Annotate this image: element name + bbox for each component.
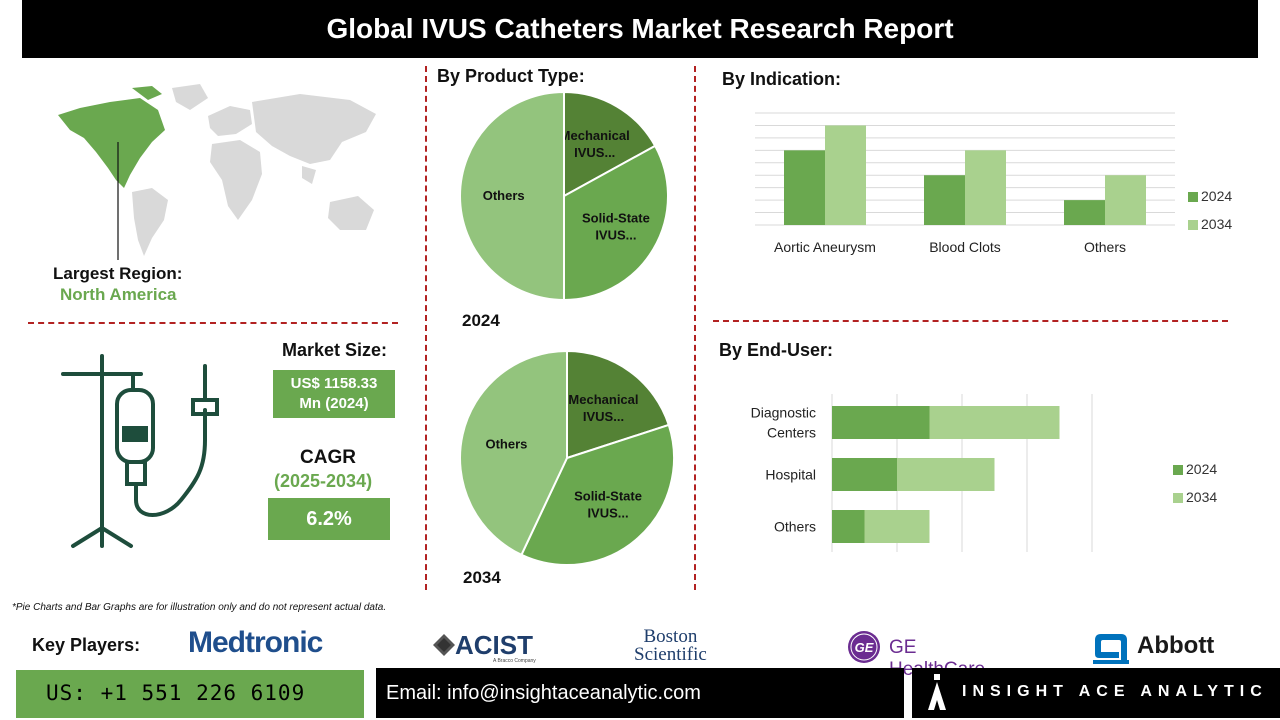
pie-2024-slice-1: [563, 144, 669, 302]
pie-2034-slice-2: [459, 349, 568, 557]
cagr-value: 6.2%: [268, 498, 390, 540]
indication-bar-2024: [784, 150, 825, 225]
product-type-title: By Product Type:: [437, 66, 585, 86]
ge-monogram-icon: GE: [848, 631, 880, 663]
indication-legend-label: 2024: [1201, 188, 1232, 204]
brand-name: INSIGHT ACE ANALYTIC: [962, 683, 1268, 700]
world-map-icon: [58, 84, 376, 260]
acist-mark-icon: [433, 634, 455, 656]
boston-scientific-logo: Boston Scientific: [634, 626, 707, 665]
end-user-bar-2024: [832, 406, 930, 439]
end-user-legend-swatch: [1173, 493, 1183, 503]
ge-monogram-text: GE: [855, 640, 874, 655]
pie-chart-2024: Mechanical IVUS... Solid-State IVUS... Other…: [459, 90, 669, 330]
indication-category-label: Others: [1084, 239, 1126, 255]
pie-2034-slice-1: [520, 423, 675, 566]
cagr-label: CAGR: [300, 447, 356, 468]
indication-legend-swatch: [1188, 192, 1198, 202]
acist-wordmark: ACIST: [455, 630, 533, 660]
end-user-category-label: Diagnostic Centers: [751, 405, 816, 441]
largest-region-label: Largest Region:: [53, 264, 183, 283]
indication-legend-swatch: [1188, 220, 1198, 230]
end-user-bar-2024: [832, 510, 865, 543]
indication-title: By Indication:: [722, 69, 842, 89]
pie-2034-label-2: Others: [485, 436, 527, 451]
pie-2024-year: 2024: [462, 311, 500, 330]
end-user-bar-2024: [832, 458, 897, 491]
indication-bar-2024: [1064, 200, 1105, 225]
cagr-period: (2025-2034): [274, 471, 373, 491]
divider-right: [694, 66, 696, 590]
end-user-category-label: Hospital: [765, 467, 816, 483]
abbott-mark-icon: [1093, 634, 1129, 664]
end-user-title: By End-User:: [719, 340, 834, 360]
end-user-legend-label: 2024: [1186, 461, 1217, 477]
market-size-value: US$ 1158.33 Mn (2024): [273, 370, 395, 418]
end-user-bar-2034: [929, 406, 1060, 439]
medtronic-logo: Medtronic: [188, 626, 323, 659]
pie-2024-slice-2: [459, 90, 565, 302]
key-players-label: Key Players:: [32, 635, 141, 655]
pie-2034-slice-0: [566, 349, 671, 460]
footnote: *Pie Charts and Bar Graphs are for illus…: [12, 602, 387, 613]
acist-tagline: A Bracco Company: [493, 658, 536, 664]
indication-bar-2034: [825, 125, 866, 225]
pie-2034-label-0: Mechanical IVUS...: [568, 392, 638, 424]
divider-indication: [713, 320, 1228, 322]
market-size-line2: Mn (2024): [299, 395, 369, 412]
pie-2024-slice-0: [563, 90, 657, 198]
brand-bar: INSIGHT ACE ANALYTIC: [912, 668, 1280, 718]
iv-drip-icon: [61, 354, 219, 548]
end-user-legend-swatch: [1173, 465, 1183, 475]
end-user-bar-chart: Diagnostic Centers Hospital Others 2024 2034: [751, 394, 1217, 552]
acist-logo: ACIST A Bracco Company: [433, 630, 543, 666]
indication-bar-chart: Aortic Aneurysm Blood Clots Others 2024 2034: [755, 112, 1232, 255]
market-size-label: Market Size:: [282, 340, 388, 360]
boston-word: Boston: [643, 626, 698, 647]
abbott-logo: Abbott: [1091, 630, 1231, 664]
indication-category-label: Blood Clots: [929, 239, 1001, 255]
end-user-category-label: Others: [774, 519, 816, 535]
indication-category-label: Aortic Aneurysm: [774, 239, 876, 255]
pie-2024-label-0: Mechanical IVUS...: [560, 128, 630, 160]
divider-region: [28, 322, 398, 324]
indication-bar-2034: [965, 150, 1006, 225]
page-title: Global IVUS Catheters Market Research Re…: [22, 0, 1258, 58]
end-user-bar-2034: [897, 458, 995, 491]
end-user-legend-label: 2034: [1186, 489, 1217, 505]
scientific-word: Scientific: [634, 644, 707, 665]
indication-legend-label: 2034: [1201, 216, 1232, 232]
pie-2034-year: 2034: [463, 568, 501, 587]
largest-region-value: North America: [60, 285, 177, 304]
pie-2024-label-2: Others: [483, 188, 525, 203]
market-size-line1: US$ 1158.33: [290, 375, 378, 392]
divider-left: [425, 66, 427, 590]
end-user-bar-2034: [864, 510, 930, 543]
email-address[interactable]: Email: info@insightaceanalytic.com: [376, 668, 904, 718]
abbott-wordmark: Abbott: [1137, 632, 1215, 659]
logo-mark-icon: [928, 674, 946, 710]
phone-number[interactable]: US: +1 551 226 6109: [16, 670, 364, 718]
indication-bar-2024: [924, 175, 965, 225]
pie-2034-label-1: Solid-State IVUS...: [574, 489, 642, 521]
indication-bar-2034: [1105, 175, 1146, 225]
ge-healthcare-logo: GE GE HealthCare: [847, 630, 1017, 680]
pie-chart-2034: Mechanical IVUS... Solid-State IVUS... Other…: [459, 349, 675, 587]
pie-2024-label-1: Solid-State IVUS...: [582, 211, 650, 243]
